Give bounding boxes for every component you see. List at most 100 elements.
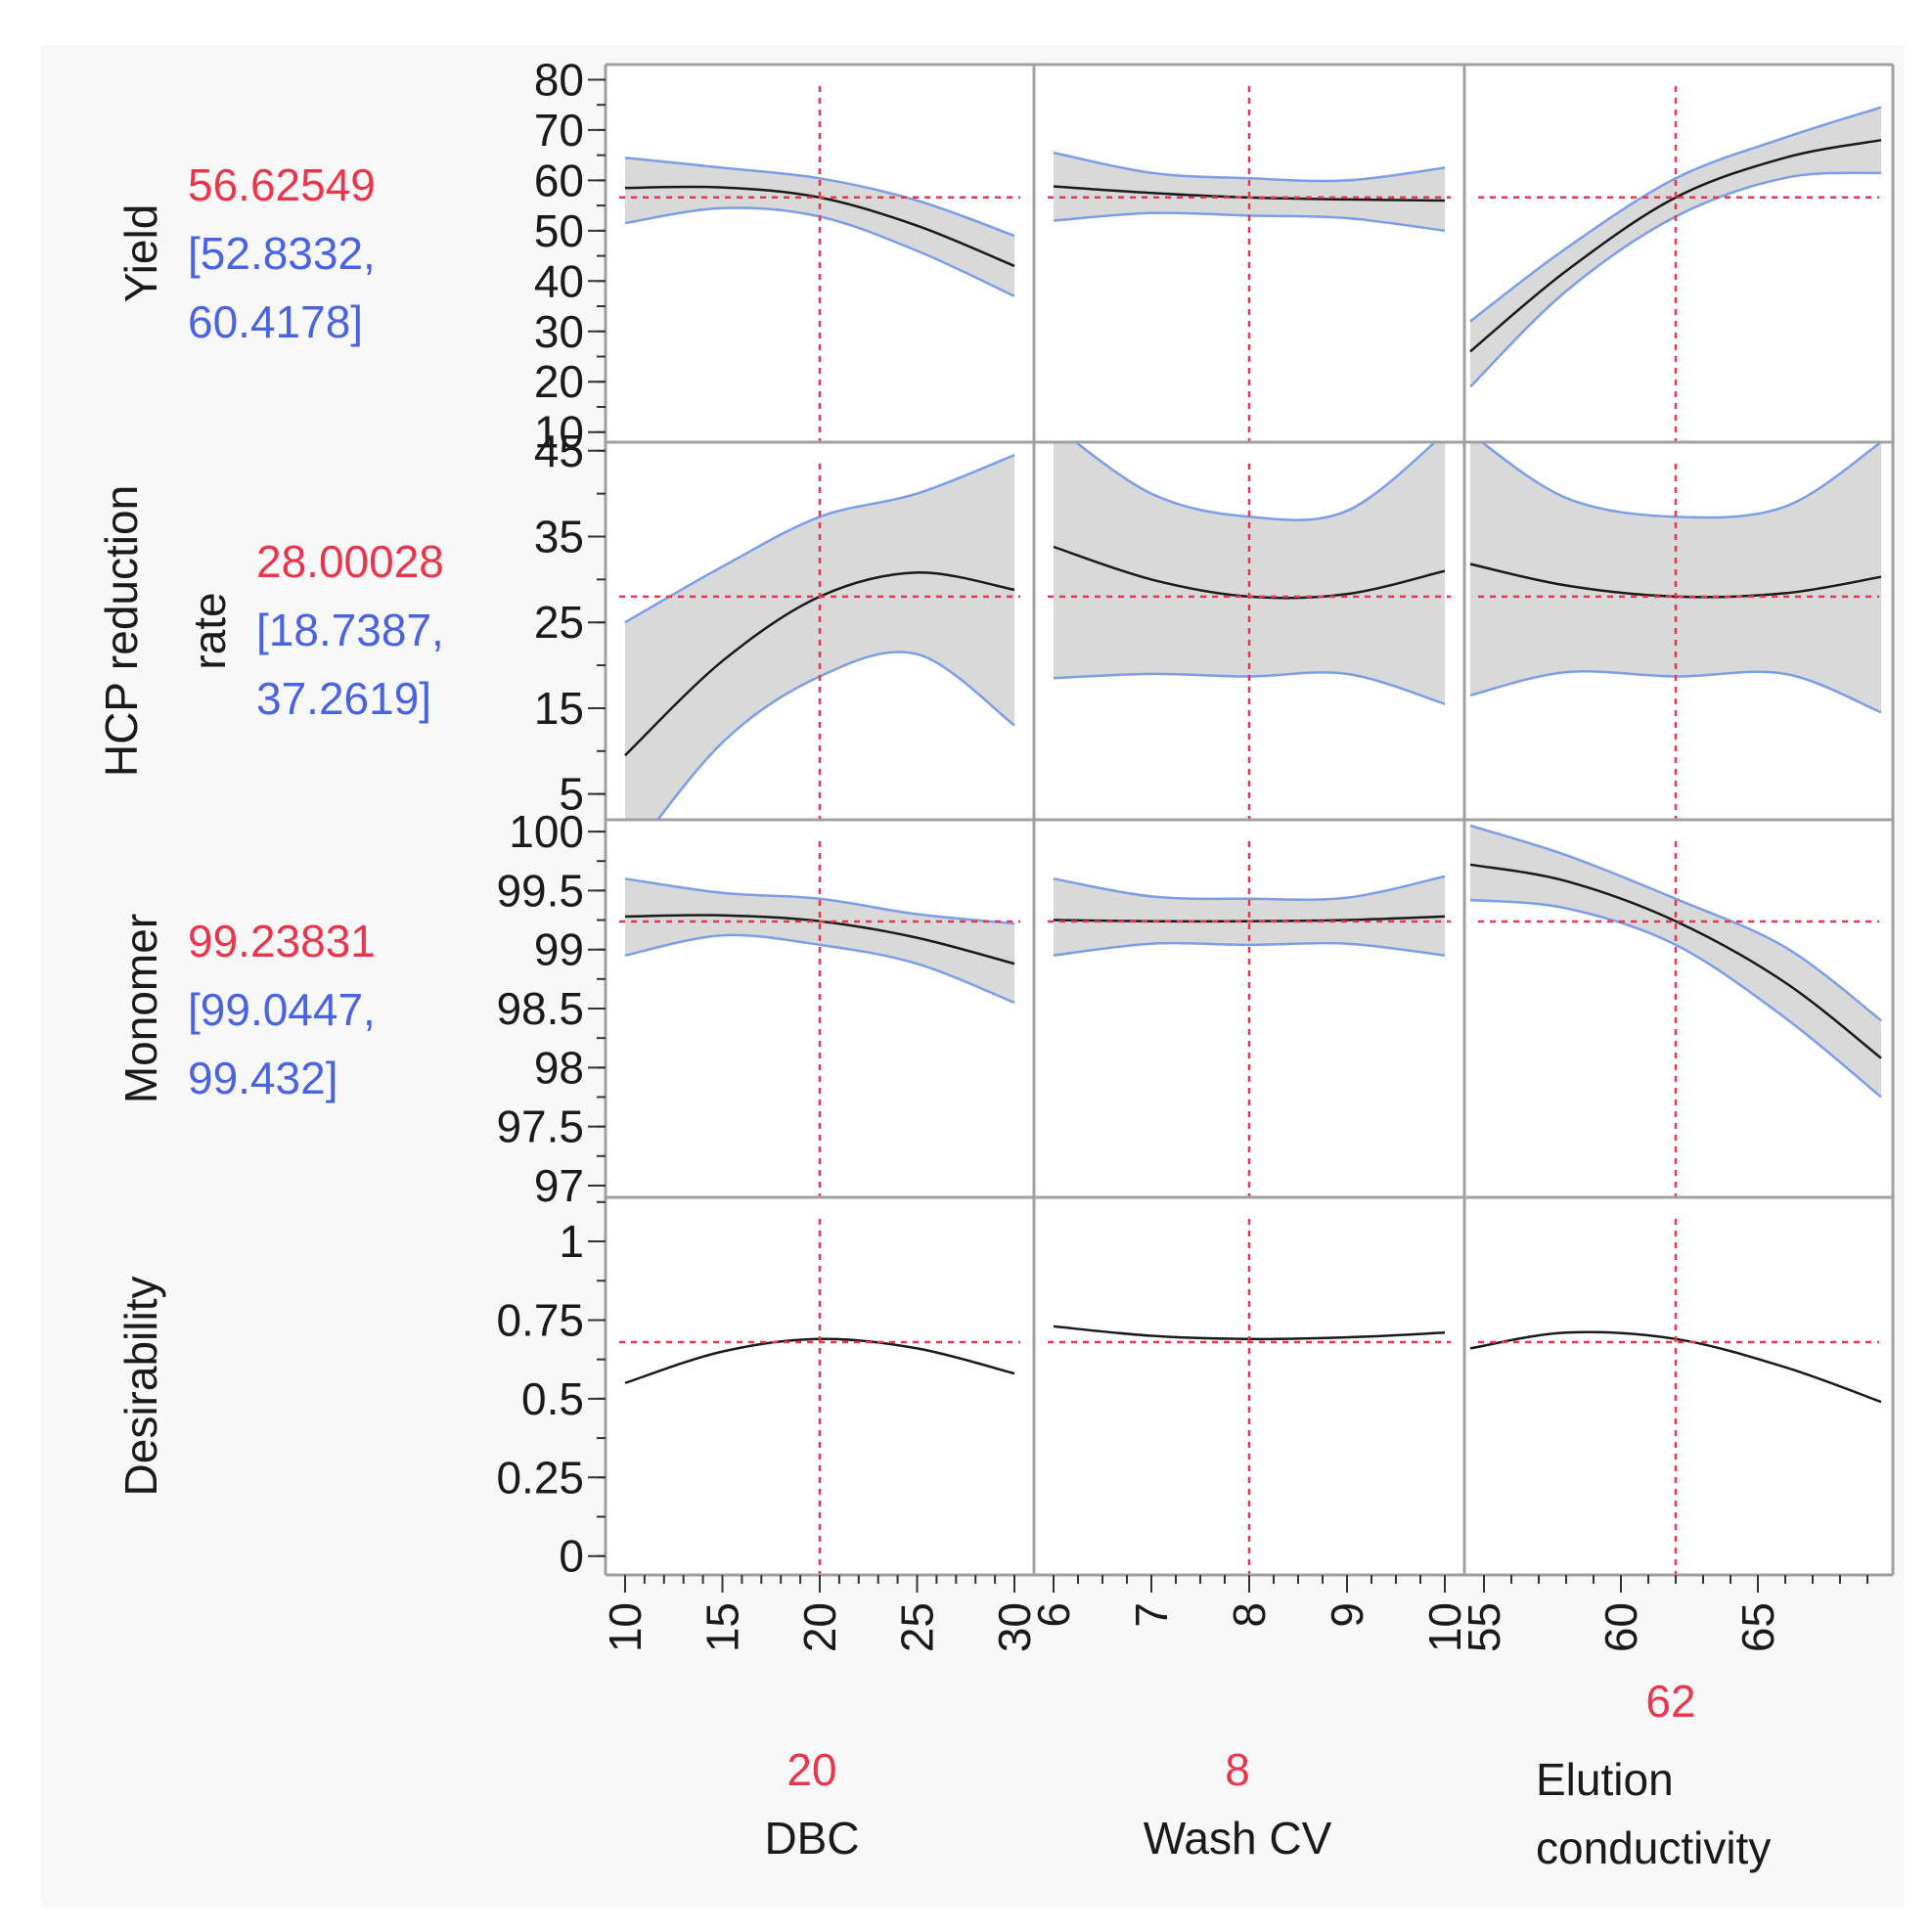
upper-confidence-limit (1073, 442, 1437, 521)
factor-name: Wash CV (1144, 1813, 1332, 1864)
y-tick-label: 15 (534, 683, 584, 734)
factor-label-0: 20 DBC (764, 1744, 859, 1864)
y-tick-label: 20 (534, 356, 584, 407)
lower-confidence-limit (1469, 898, 1882, 1099)
upper-confidence-limit (1053, 151, 1446, 183)
factor-name: conductivity (1536, 1822, 1771, 1873)
y-tick-label: 35 (534, 512, 584, 562)
y-tick-label: 0.75 (496, 1294, 584, 1345)
factor-current-value: 8 (1225, 1744, 1250, 1795)
x-tick-label: 55 (1459, 1602, 1509, 1652)
x-tick-label: 30 (989, 1602, 1040, 1652)
x-tick-label: 65 (1732, 1602, 1783, 1652)
response-name: HCP reduction (96, 485, 147, 777)
y-axis-1: 5 15 25 35 45 (534, 426, 606, 820)
y-tick-label: 30 (534, 306, 584, 357)
x-tick-label: 25 (892, 1602, 943, 1652)
y-tick-label: 5 (559, 769, 584, 820)
factor-current-value: 20 (786, 1744, 836, 1795)
y-tick-label: 80 (534, 54, 584, 105)
response-label-2: Monomer 99.23831 [99.0447, 99.432] (115, 914, 376, 1103)
x-axis-2: 55 60 65 (1459, 1575, 1868, 1652)
y-tick-label: 50 (534, 205, 584, 256)
cell-3-1 (1034, 1197, 1464, 1575)
x-tick-label: 8 (1224, 1602, 1275, 1628)
x-tick-label: 6 (1028, 1602, 1079, 1628)
cell-2-0 (606, 820, 1034, 1197)
x-axis-0: 10 15 20 25 30 (600, 1575, 1040, 1652)
cell-0-0 (606, 65, 1034, 442)
cell-background (1464, 1197, 1893, 1575)
upper-confidence-limit (1469, 106, 1882, 323)
response-name: Desirability (115, 1277, 166, 1497)
response-name: rate (184, 592, 235, 669)
response-label-3: Desirability (115, 1277, 166, 1497)
cell-background (1464, 65, 1893, 442)
confidence-band (1470, 826, 1881, 1098)
y-tick-label: 0.5 (521, 1373, 584, 1424)
y-tick-label: 98.5 (496, 983, 584, 1034)
upper-confidence-limit (1479, 442, 1882, 519)
y-tick-label: 98 (534, 1042, 584, 1093)
y-axis-3: 0 0.25 0.5 0.75 1 (496, 1200, 606, 1582)
x-tick-label: 9 (1322, 1602, 1372, 1628)
y-tick-label: 60 (534, 155, 584, 205)
upper-confidence-limit (624, 454, 1015, 624)
cell-3-0 (606, 1197, 1034, 1575)
cell-0-2 (1464, 65, 1893, 442)
x-tick-label: 60 (1595, 1602, 1646, 1652)
confidence-band (1470, 107, 1881, 387)
cell-1-1 (1034, 442, 1464, 820)
lower-confidence-limit (1053, 941, 1446, 957)
factor-current-value: 62 (1645, 1676, 1695, 1727)
y-tick-label: 0 (559, 1531, 584, 1582)
response-confidence-interval: [99.0447, (188, 984, 376, 1035)
factor-name: Elution (1536, 1754, 1674, 1805)
response-current-value: 99.23831 (188, 916, 376, 966)
cell-3-2 (1464, 1197, 1893, 1575)
response-name: Yield (115, 204, 166, 303)
response-confidence-interval: 37.2619] (256, 673, 431, 724)
y-tick-label: 70 (534, 105, 584, 156)
cell-0-1 (1034, 65, 1464, 442)
factor-name: DBC (764, 1813, 859, 1864)
lower-confidence-limit (624, 933, 1015, 1005)
confidence-band (625, 455, 1014, 820)
x-tick-label: 10 (1419, 1602, 1470, 1652)
confidence-band (1054, 153, 1445, 231)
confidence-band (625, 157, 1014, 296)
response-label-0: Yield 56.62549 [52.8332, 60.4178] (115, 159, 376, 347)
y-tick-label: 97 (534, 1160, 584, 1211)
y-axis-2: 97 97.5 98 98.5 99 99.5 100 (496, 806, 606, 1211)
prediction-trace (1469, 863, 1882, 1059)
y-tick-label: 10 (534, 407, 584, 458)
response-current-value: 56.62549 (188, 159, 376, 210)
factor-label-1: 8 Wash CV (1144, 1744, 1332, 1864)
x-tick-label: 10 (600, 1602, 651, 1652)
lower-confidence-limit (1469, 171, 1882, 388)
x-axis-1: 6 7 8 9 10 (1028, 1575, 1470, 1652)
upper-confidence-limit (1469, 824, 1882, 1022)
response-current-value: 28.00028 (256, 536, 444, 587)
response-label-1: HCP reduction rate 28.00028 [18.7387, 37.261… (96, 485, 444, 777)
response-name: Monomer (115, 914, 166, 1103)
upper-confidence-limit (1053, 875, 1446, 901)
response-confidence-interval: 99.432] (188, 1053, 337, 1103)
response-confidence-interval: 60.4178] (188, 296, 363, 347)
y-tick-label: 100 (509, 806, 584, 857)
cell-2-1 (1034, 820, 1464, 1197)
response-confidence-interval: [52.8332, (188, 228, 376, 279)
y-tick-label: 45 (534, 426, 584, 476)
x-tick-label: 20 (794, 1602, 845, 1652)
upper-confidence-limit (624, 156, 1015, 238)
y-tick-label: 25 (534, 597, 584, 648)
y-tick-label: 97.5 (496, 1101, 584, 1152)
y-tick-label: 40 (534, 255, 584, 306)
factor-label-2: 62 Elution conductivity (1536, 1676, 1771, 1873)
y-tick-label: 0.25 (496, 1452, 584, 1503)
upper-confidence-limit (624, 877, 1015, 925)
y-tick-label: 99.5 (496, 865, 584, 916)
prediction-trace (1469, 138, 1882, 353)
